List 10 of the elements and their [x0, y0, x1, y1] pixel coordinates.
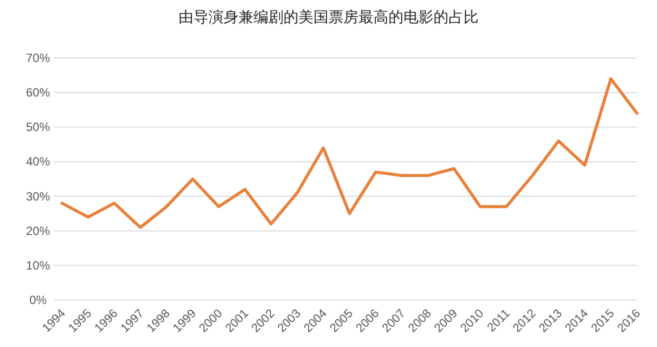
chart-title: 由导演身兼编剧的美国票房最高的电影的占比	[178, 9, 478, 26]
y-tick-label: 50%	[26, 120, 50, 134]
y-tick-label: 10%	[26, 258, 50, 272]
y-tick-label: 60%	[26, 86, 50, 100]
y-tick-label: 70%	[26, 51, 50, 65]
y-tick-label: 40%	[26, 154, 50, 169]
y-tick-label: 20%	[26, 224, 50, 238]
y-tick-label: 0%	[29, 293, 47, 307]
line-series	[60, 77, 638, 229]
y-tick-label: 30%	[26, 189, 50, 204]
